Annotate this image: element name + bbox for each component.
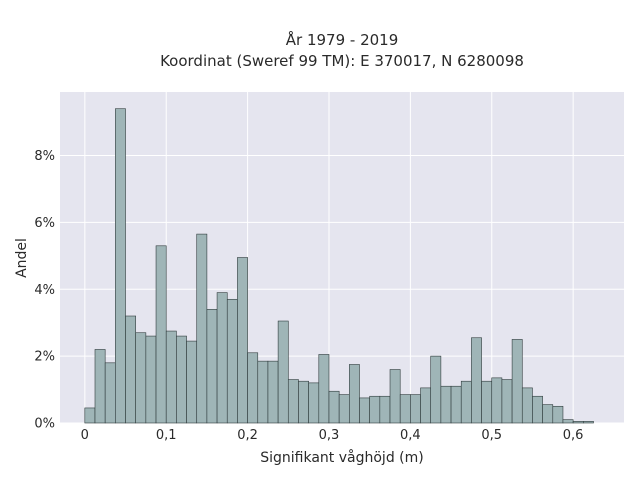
histogram-bar xyxy=(135,332,147,424)
histogram-bar xyxy=(542,404,554,424)
histogram-bar xyxy=(389,369,401,424)
histogram-bar xyxy=(359,397,370,424)
histogram-bar xyxy=(338,394,350,424)
histogram-bar xyxy=(583,421,594,424)
histogram-bar xyxy=(287,379,299,424)
x-tick-label: 0,4 xyxy=(400,428,421,443)
histogram-bar xyxy=(84,407,96,424)
histogram-bar xyxy=(196,233,208,424)
histogram-bar xyxy=(115,108,126,424)
y-axis-ticks: 0% 2% 4% 6% 8% xyxy=(34,149,55,431)
histogram-bar xyxy=(165,330,177,424)
histogram-bar xyxy=(277,320,289,424)
histogram-bar xyxy=(521,387,533,424)
histogram-bar xyxy=(308,382,320,424)
histogram-bar xyxy=(247,352,259,424)
histogram-bar xyxy=(298,380,309,424)
x-axis-ticks: 0 0,1 0,2 0,3 0,4 0,5 0,6 xyxy=(81,428,584,443)
histogram-bar xyxy=(104,362,116,424)
chart-title-line-1: År 1979 - 2019 xyxy=(286,30,399,49)
x-tick-label: 0,3 xyxy=(319,428,340,443)
histogram-bar xyxy=(399,394,411,424)
y-tick-label: 4% xyxy=(34,283,55,298)
histogram-bar xyxy=(328,390,340,424)
histogram-bar xyxy=(155,245,167,424)
histogram-bar xyxy=(318,354,330,424)
y-tick-label: 8% xyxy=(34,149,55,164)
bars-group xyxy=(84,108,594,424)
histogram-bar xyxy=(257,360,269,424)
histogram-bar xyxy=(501,379,513,424)
histogram-bar xyxy=(125,315,136,424)
histogram-bar xyxy=(145,335,157,424)
histogram-bar xyxy=(237,257,248,424)
x-tick-label: 0,2 xyxy=(237,428,258,443)
histogram-bar xyxy=(481,380,493,424)
histogram-bar xyxy=(349,364,360,424)
x-tick-label: 0,5 xyxy=(481,428,502,443)
histogram-bar xyxy=(440,385,452,424)
x-axis-label: Signifikant våghöjd (m) xyxy=(260,449,423,466)
y-axis-label: Andel xyxy=(14,238,30,278)
histogram-bar xyxy=(94,349,106,424)
histogram-bar xyxy=(430,355,442,424)
histogram-bar xyxy=(186,340,198,424)
x-tick-label: 0 xyxy=(81,428,89,443)
histogram-bar xyxy=(176,335,187,424)
histogram-bar xyxy=(216,292,228,424)
histogram-bar xyxy=(410,394,421,424)
histogram-bar xyxy=(552,405,564,424)
histogram-bar xyxy=(369,395,381,424)
histogram-bar xyxy=(379,395,391,424)
histogram-bar xyxy=(460,380,472,424)
y-tick-label: 2% xyxy=(34,350,55,365)
x-tick-label: 0,1 xyxy=(156,428,177,443)
histogram-bar xyxy=(450,385,462,424)
y-tick-label: 0% xyxy=(34,417,55,432)
chart-title-line-2: Koordinat (Sweref 99 TM): E 370017, N 62… xyxy=(160,52,524,70)
histogram-bar xyxy=(420,387,432,424)
histogram-bar xyxy=(206,309,218,424)
histogram-bar xyxy=(572,421,584,424)
histogram-bar xyxy=(471,337,482,424)
y-tick-label: 6% xyxy=(34,216,55,231)
histogram-bar xyxy=(267,360,279,424)
histogram-bar xyxy=(562,419,574,424)
histogram-bar xyxy=(226,298,238,424)
histogram-bar xyxy=(491,377,503,424)
histogram-bar xyxy=(511,339,523,424)
histogram-bar xyxy=(532,395,543,424)
x-tick-label: 0,6 xyxy=(563,428,584,443)
